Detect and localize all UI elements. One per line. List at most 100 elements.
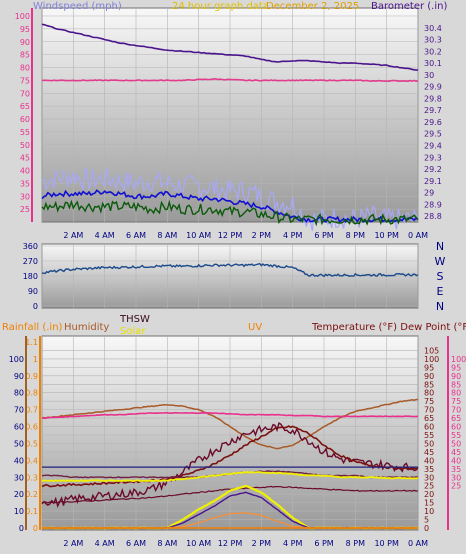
humidity-label: Humidity [64, 322, 109, 333]
wind-tick-label: 50 [20, 141, 30, 150]
dew-point-tick-label: 60 [451, 423, 461, 432]
x-tick-label: 8 AM [157, 231, 177, 240]
wind-direction-line [41, 262, 419, 278]
x-tick-label: 4 PM [283, 231, 302, 240]
dew-point-tick-label: 35 [451, 465, 461, 474]
temperature-tick-label: 55 [424, 431, 434, 440]
barometer-tick-label: 29.4 [424, 141, 442, 150]
dew-point-tick-label: 100 [451, 355, 466, 364]
temperature-tick-label: 15 [424, 499, 434, 508]
humidity-tick-label: 100 [9, 355, 24, 364]
x-tick-label: 8 AM [157, 539, 177, 548]
wind-tick-label: 65 [20, 102, 30, 111]
dew-point-tick-label: 90 [451, 372, 461, 381]
wind-hi-line [41, 189, 419, 224]
rain-tick-label: 0.9 [25, 372, 38, 381]
rain-tick-label: 0.3 [25, 473, 38, 482]
temperature-tick-label: 35 [424, 465, 434, 474]
rainfall-label: Rainfall (.in) [2, 322, 63, 333]
rain-tick-label: 0.4 [25, 456, 38, 465]
wind-tick-label: 30 [20, 192, 30, 201]
wind-axis-ticks: 25 30 35 40 45 50 55 60 65 70 75 80 85 90 95 100 [15, 8, 33, 222]
temperature-tick-label: 80 [424, 389, 434, 398]
barometer-tick-label: 28.8 [424, 212, 442, 221]
barometer-tick-label: 29 [424, 189, 434, 198]
wind-grid [41, 8, 419, 222]
dew-point-tick-label: 30 [451, 473, 461, 482]
x-tick-label: 2 PM [252, 539, 271, 548]
wind-tick-label: 95 [20, 25, 30, 34]
x-tick-label: 10 PM [374, 231, 399, 240]
direction-tick-label: 0 [33, 302, 38, 311]
thsw-label: THSW [119, 314, 150, 325]
x-tick-label: 8 PM [346, 231, 365, 240]
x-tick-label: 6 AM [126, 231, 146, 240]
dew-point-tick-label: 40 [451, 456, 461, 465]
temperature-tick-label: 90 [424, 372, 434, 381]
temperature-tick-label: 10 [424, 507, 434, 516]
barometer-tick-label: 29.6 [424, 118, 442, 127]
temperature-tick-label: 20 [424, 490, 434, 499]
wind-tick-label: 35 [20, 179, 30, 188]
barometer-tick-label: 30.1 [424, 59, 442, 68]
barometer-tick-label: 30 [424, 71, 434, 80]
wind-tick-label: 80 [20, 64, 30, 73]
barometer-tick-label: 30.4 [424, 24, 442, 33]
temperature-tick-label: 25 [424, 482, 434, 491]
dew-point-tick-label: 45 [451, 448, 461, 457]
compass-label: N [436, 240, 444, 253]
x-tick-label: 6 PM [314, 539, 333, 548]
humidity-tick-label: 40 [14, 456, 24, 465]
x-tick-label: 4 AM [95, 231, 115, 240]
wind-tick-label: 55 [20, 128, 30, 137]
wind-x-axis-ticks: 2 AM 4 AM 6 AM 8 AM 10 AM 12 PM 2 PM 4 PM 6 PM 8 … [63, 231, 428, 240]
humidity-tick-label: 0 [19, 524, 24, 533]
temperature-series [41, 398, 419, 530]
compass-label: E [437, 285, 444, 298]
rain-tick-label: 0.1 [25, 507, 38, 516]
temperature-tick-label: 30 [424, 473, 434, 482]
direction-series [41, 262, 419, 278]
temperature-tick-label: 5 [424, 516, 429, 525]
rain-tick-label: 0.2 [25, 490, 38, 499]
direction-tick-label: 90 [28, 287, 38, 296]
humidity-tick-label: 90 [14, 372, 24, 381]
rain-axis-ticks: 0 0.1 0.2 0.3 0.4 0.5 0.6 0.7 0.8 0.9 1 1.1 [25, 336, 41, 533]
wind-tick-label: 25 [20, 205, 30, 214]
humidity-tick-label: 70 [14, 406, 24, 415]
barometer-tick-label: 28.9 [424, 200, 442, 209]
rain-tick-label: 0.5 [25, 439, 38, 448]
barometer-axis-ticks: 28.8 28.9 29 29.1 29.2 29.3 29.4 29.5 29.6 29.7 29… [424, 24, 442, 221]
direction-tick-label: 360 [23, 242, 38, 251]
reference-line [41, 411, 418, 420]
direction-tick-label: 180 [23, 272, 38, 281]
barometer-tick-label: 29.1 [424, 177, 442, 186]
barometer-line [41, 23, 419, 71]
dew-point-line [41, 485, 419, 504]
temperature-tick-label: 60 [424, 423, 434, 432]
solar-baseline [41, 471, 419, 483]
temperature-tick-label: 0 [424, 524, 429, 533]
dew-point-tick-label: 95 [451, 363, 461, 372]
rain-tick-label: 0 [33, 524, 38, 533]
wind-tick-label: 100 [15, 12, 30, 21]
humidity-line [41, 398, 419, 450]
temperature-tick-label: 70 [424, 406, 434, 415]
humidity-tick-label: 50 [14, 439, 24, 448]
temperature-tick-label: 50 [424, 439, 434, 448]
barometer-tick-label: 30.3 [424, 36, 442, 45]
barometer-tick-label: 29.7 [424, 106, 442, 115]
chart-title: 24 hour graph data [172, 1, 269, 12]
temperature-tick-label: 65 [424, 414, 434, 423]
temperature-tick-label: 95 [424, 363, 434, 372]
compass-label: S [437, 270, 444, 283]
rain-tick-label: 0.6 [25, 423, 38, 432]
barometer-label: Barometer (.in) [371, 1, 447, 12]
barometer-tick-label: 29.8 [424, 94, 442, 103]
x-tick-label: 12 PM [218, 539, 243, 548]
rain-tick-label: 0.8 [25, 389, 38, 398]
compass-label: N [436, 300, 444, 313]
